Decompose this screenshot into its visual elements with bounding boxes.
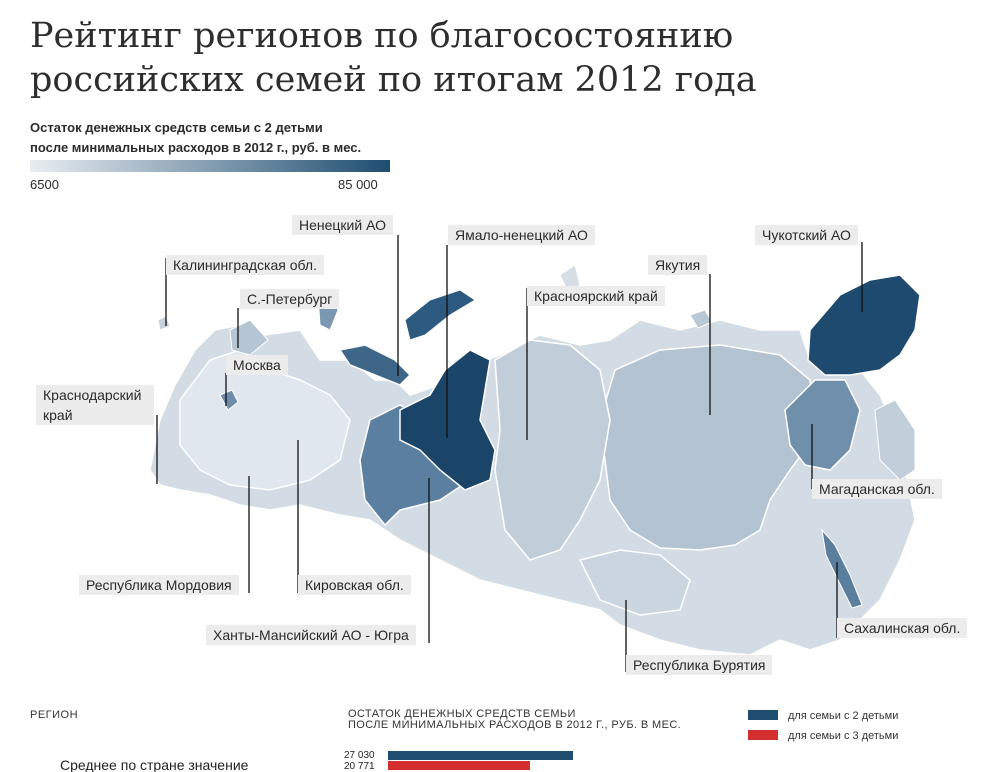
page-title: Рейтинг регионов по благосостоянию росси…: [30, 14, 930, 102]
scale-min-label: 6500: [30, 177, 59, 192]
value-label-three-children: 20 771: [344, 761, 375, 772]
label-yakutia: Якутия: [648, 255, 708, 275]
label-krasnodar-line-2: край: [43, 407, 73, 423]
map-region-sakhalin: [821, 528, 863, 609]
label-moscow: Москва: [226, 355, 288, 375]
scale-caption-line-1: Остаток денежных средств семьи с 2 детьм…: [30, 120, 323, 135]
map-island-novosibirsk: [689, 309, 713, 329]
map-island-novaya-zemlya: [404, 289, 476, 341]
label-yamal: Ямало-ненецкий АО: [448, 225, 595, 245]
label-sakhalin: Сахалинская обл.: [837, 618, 968, 638]
category-label-average: Среднее по стране значение: [60, 757, 249, 772]
title-line-1: Рейтинг регионов по благосостоянию: [30, 16, 734, 56]
legend-swatch-two-children: [748, 710, 778, 720]
map-region-karelia-spb: [229, 319, 269, 356]
amount-header-line-2: ПОСЛЕ МИНИМАЛЬНЫХ РАСХОДОВ В 2012 Г., РУ…: [348, 719, 682, 731]
map-region-yakutia: [599, 344, 816, 551]
label-buryatia: Республика Бурятия: [626, 655, 773, 675]
scale-legend-caption: Остаток денежных средств семьи с 2 детьм…: [30, 118, 410, 158]
map-region-kamchatka: [874, 399, 916, 481]
label-krasnoyarsk: Красноярский край: [527, 286, 665, 306]
legend-text-three-children: для семьи с 3 детьми: [788, 730, 899, 742]
label-nenets: Ненецкий АО: [292, 215, 394, 235]
legend-swatch-three-children: [748, 730, 778, 740]
scale-caption-line-2: после минимальных расходов в 2012 г., ру…: [30, 140, 362, 155]
map-region-kaliningrad: [157, 315, 171, 331]
map-region-nenets: [338, 344, 412, 386]
leader-lines: [156, 235, 863, 672]
label-krasnodar: Краснодарский край: [36, 385, 154, 425]
map-region-moscow: [219, 389, 239, 411]
map-region-krasnoyarsk: [494, 339, 611, 561]
label-magadan: Магаданская обл.: [812, 479, 942, 499]
legend-text-two-children: для семьи с 2 детьми: [788, 710, 899, 722]
label-kirov: Кировская обл.: [298, 575, 411, 595]
map-region-magadan: [784, 379, 861, 471]
label-kaliningrad: Калининградская обл.: [166, 255, 324, 275]
map-region-buryatia: [578, 549, 691, 616]
map-region-chukotka: [807, 274, 921, 376]
region-column-header: РЕГИОН: [30, 709, 79, 721]
scale-gradient-bar: [30, 160, 390, 172]
bar-two-children: [388, 751, 573, 760]
label-chukotka: Чукотский АО: [755, 225, 858, 245]
label-krasnodar-line-1: Краснодарский: [43, 387, 142, 403]
scale-max-label: 85 000: [338, 177, 378, 192]
amount-header-line-1: ОСТАТОК ДЕНЕЖНЫХ СРЕДСТВ СЕМЬИ: [348, 708, 576, 720]
label-khanty: Ханты-Мансийский АО - Югра: [206, 625, 416, 645]
label-mordovia: Республика Мордовия: [79, 575, 239, 595]
value-label-two-children: 27 030: [344, 750, 375, 761]
amount-column-header: ОСТАТОК ДЕНЕЖНЫХ СРЕДСТВ СЕМЬИ ПОСЛЕ МИН…: [348, 709, 681, 731]
bar-three-children: [388, 761, 531, 770]
title-line-2: российских семей по итогам 2012 года: [30, 60, 757, 100]
label-spb: С.-Петербург: [240, 289, 340, 309]
